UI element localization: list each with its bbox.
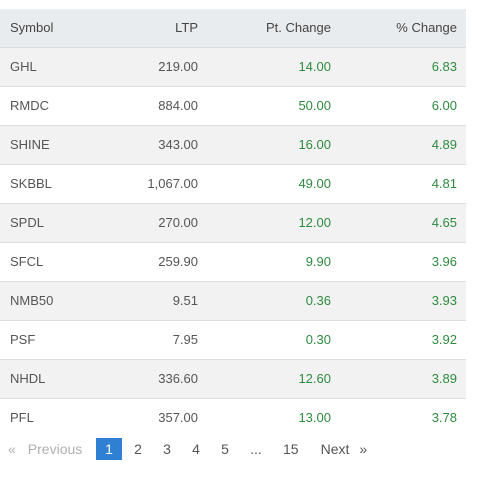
header-symbol[interactable]: Symbol: [10, 20, 54, 36]
cell-symbol[interactable]: GHL: [10, 59, 37, 74]
cell-symbol[interactable]: NHDL: [10, 371, 46, 386]
cell-ltp: 7.95: [172, 332, 198, 347]
page-2-button[interactable]: 2: [134, 441, 142, 457]
previous-page-button[interactable]: « Previous: [0, 438, 96, 460]
cell-pct-change: 4.89: [431, 137, 457, 152]
pagination-ellipsis: ...: [250, 441, 262, 457]
cell-ltp: 9.51: [172, 293, 198, 308]
previous-label: Previous: [27, 441, 83, 457]
top-gainers-table: Symbol LTP Pt. Change % Change GHL 219.0…: [0, 9, 466, 437]
cell-symbol[interactable]: NMB50: [10, 293, 54, 308]
page-5-button[interactable]: 5: [221, 441, 229, 457]
cell-pt-change: 49.00: [298, 176, 331, 191]
table-header: Symbol LTP Pt. Change % Change: [0, 9, 466, 47]
cell-pct-change: 6.00: [431, 98, 457, 113]
page-1-button[interactable]: 1: [96, 438, 122, 460]
cell-pt-change: 0.36: [305, 293, 331, 308]
table-row: PSF 7.95 0.30 3.92: [0, 320, 466, 359]
cell-pct-change: 3.92: [431, 332, 457, 347]
table-row: RMDC 884.00 50.00 6.00: [0, 86, 466, 125]
table-header-row: Symbol LTP Pt. Change % Change: [0, 9, 466, 47]
cell-symbol[interactable]: PSF: [10, 332, 36, 347]
cell-ltp: 259.90: [158, 254, 198, 269]
page-15-button[interactable]: 15: [283, 441, 299, 457]
table-row: SFCL 259.90 9.90 3.96: [0, 242, 466, 281]
gainers-table-container: Symbol LTP Pt. Change % Change GHL 219.0…: [0, 9, 466, 437]
table-row: SKBBL 1,067.00 49.00 4.81: [0, 164, 466, 203]
cell-pt-change: 50.00: [298, 98, 331, 113]
header-ltp[interactable]: LTP: [175, 20, 198, 36]
cell-symbol[interactable]: SPDL: [10, 215, 44, 230]
cell-pct-change: 3.96: [431, 254, 457, 269]
cell-ltp: 1,067.00: [147, 176, 198, 191]
cell-pct-change: 3.93: [431, 293, 457, 308]
pagination: « Previous 1 2 3 4 5 ... 15 Next »: [0, 437, 367, 461]
table-row: GHL 219.00 14.00 6.83: [0, 47, 466, 86]
table-row: PFL 357.00 13.00 3.78: [0, 398, 466, 437]
cell-pt-change: 13.00: [298, 410, 331, 426]
cell-pt-change: 12.60: [298, 371, 331, 386]
cell-pct-change: 3.78: [431, 410, 457, 426]
cell-pct-change: 4.65: [431, 215, 457, 230]
page-3-button[interactable]: 3: [163, 441, 171, 457]
cell-ltp: 336.60: [158, 371, 198, 386]
cell-pt-change: 0.30: [305, 332, 331, 347]
cell-pt-change: 14.00: [298, 59, 331, 74]
cell-pct-change: 4.81: [431, 176, 457, 191]
cell-ltp: 343.00: [158, 137, 198, 152]
cell-pt-change: 12.00: [298, 215, 331, 230]
double-chevron-left-icon: «: [8, 441, 16, 457]
cell-symbol[interactable]: SHINE: [10, 137, 50, 152]
cell-symbol[interactable]: SKBBL: [10, 176, 52, 191]
cell-ltp: 270.00: [158, 215, 198, 230]
cell-ltp: 884.00: [158, 98, 198, 113]
cell-pct-change: 6.83: [431, 59, 457, 74]
table-body: GHL 219.00 14.00 6.83 RMDC 884.00 50.00 …: [0, 47, 466, 437]
cell-ltp: 219.00: [158, 59, 198, 74]
header-pct-change[interactable]: % Change: [396, 20, 457, 36]
double-chevron-right-icon: »: [359, 441, 368, 457]
cell-symbol[interactable]: PFL: [10, 410, 34, 426]
next-page-button[interactable]: Next »: [315, 438, 368, 460]
table-row: NMB50 9.51 0.36 3.93: [0, 281, 466, 320]
cell-symbol[interactable]: RMDC: [10, 98, 49, 113]
header-pt-change[interactable]: Pt. Change: [265, 20, 331, 36]
page-4-button[interactable]: 4: [192, 441, 200, 457]
cell-pt-change: 9.90: [305, 254, 331, 269]
cell-symbol[interactable]: SFCL: [10, 254, 44, 269]
cell-pt-change: 16.00: [298, 137, 331, 152]
table-row: SPDL 270.00 12.00 4.65: [0, 203, 466, 242]
table-row: NHDL 336.60 12.60 3.89: [0, 359, 466, 398]
next-label: Next: [320, 441, 350, 457]
cell-ltp: 357.00: [158, 410, 198, 426]
cell-pct-change: 3.89: [431, 371, 457, 386]
table-row: SHINE 343.00 16.00 4.89: [0, 125, 466, 164]
